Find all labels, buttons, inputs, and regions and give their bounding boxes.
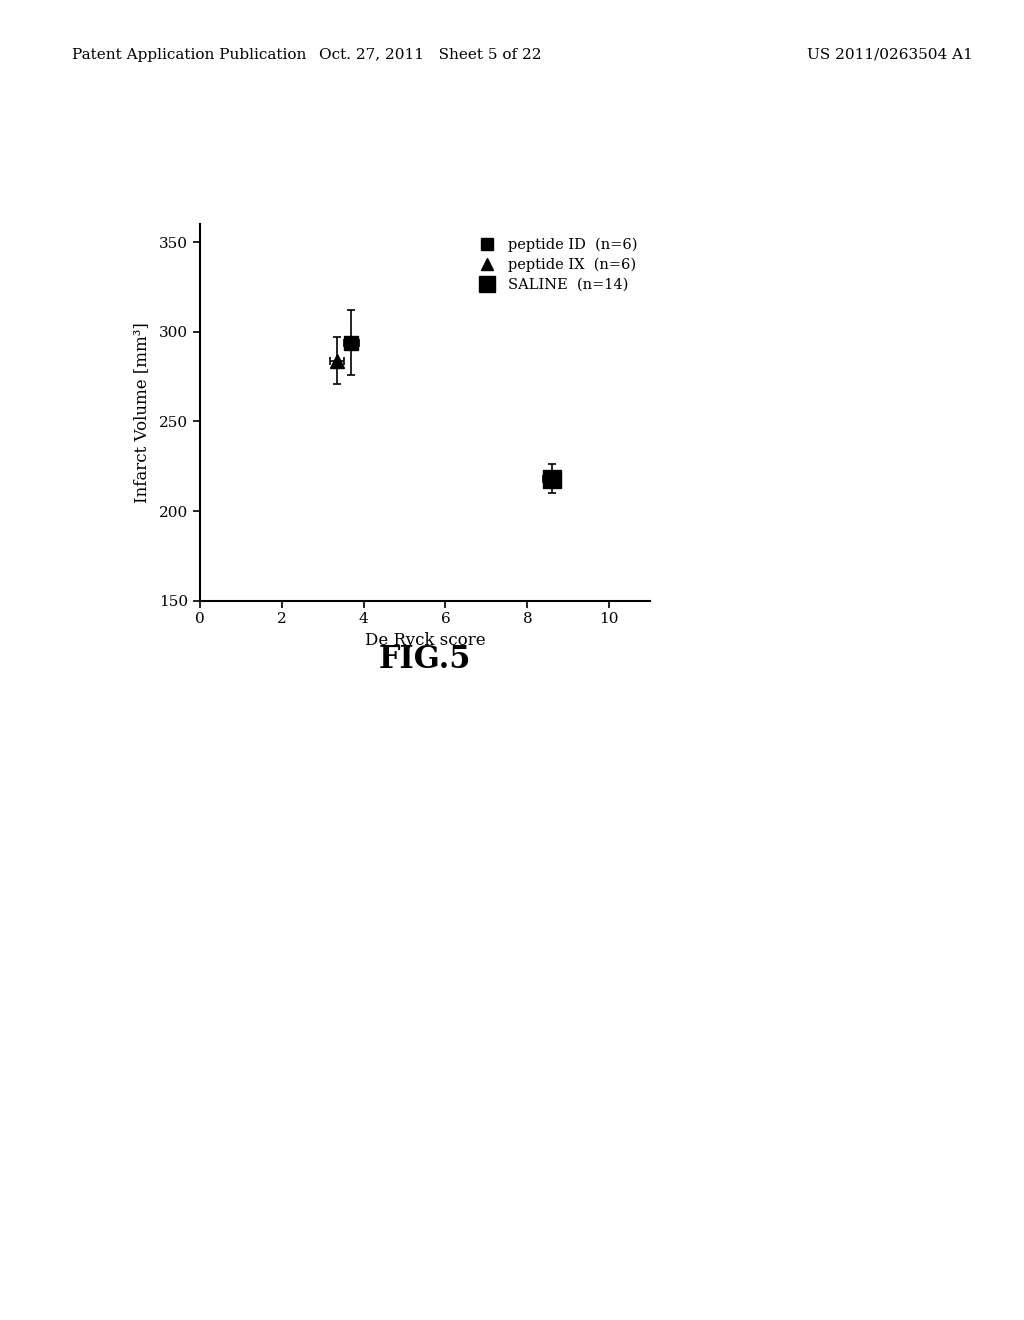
Text: FIG.5: FIG.5 bbox=[379, 644, 471, 675]
Text: US 2011/0263504 A1: US 2011/0263504 A1 bbox=[807, 48, 973, 62]
Text: Oct. 27, 2011   Sheet 5 of 22: Oct. 27, 2011 Sheet 5 of 22 bbox=[318, 48, 542, 62]
Y-axis label: Infarct Volume [mm³]: Infarct Volume [mm³] bbox=[133, 322, 151, 503]
Legend: peptide ID  (n=6), peptide IX  (n=6), SALINE  (n=14): peptide ID (n=6), peptide IX (n=6), SALI… bbox=[467, 232, 643, 298]
X-axis label: De Ryck score: De Ryck score bbox=[365, 632, 485, 649]
Text: Patent Application Publication: Patent Application Publication bbox=[72, 48, 306, 62]
